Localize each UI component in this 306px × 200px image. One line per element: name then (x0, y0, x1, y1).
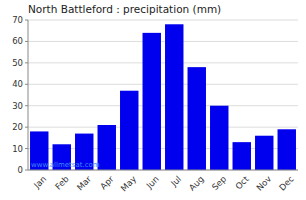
x-tick-label: Feb (53, 174, 71, 192)
y-tick-label: 40 (12, 79, 23, 89)
x-tick-label: Mar (75, 174, 94, 193)
bar (143, 33, 161, 170)
y-tick-label: 70 (12, 15, 23, 25)
chart-svg: 0 10 20 30 40 50 60 70 Jan FebMarAprMay Jun Jul AugS… (0, 0, 306, 200)
x-axis-line (28, 170, 298, 171)
grid-line (28, 127, 298, 128)
grid-line (28, 41, 298, 42)
x-axis: Jan FebMarAprMay Jun Jul AugSep OctNovDec (28, 170, 298, 193)
y-axis: 0 10 20 30 40 50 60 70 (12, 15, 28, 175)
bar (165, 24, 183, 170)
y-tick-label: 0 (18, 165, 23, 175)
grid-line (28, 20, 298, 21)
y-tick-label: 50 (12, 58, 23, 68)
y-tick-label: 30 (12, 101, 23, 111)
y-tick-label: 10 (12, 144, 23, 154)
x-tick-label: Oct (233, 173, 251, 191)
bar (278, 129, 296, 170)
grid-line (28, 170, 298, 171)
chart-container: 0 10 20 30 40 50 60 70 Jan FebMarAprMay Jun Jul AugS… (0, 0, 306, 200)
x-tick-label: Sep (210, 174, 228, 192)
page: {"chart_data": {"type": "bar", "title": … (0, 0, 306, 200)
bars (30, 24, 296, 170)
watermark: www.allmetsat.com (31, 161, 100, 169)
bar (120, 91, 138, 170)
chart-title: North Battleford : precipitation (mm) (28, 3, 221, 15)
bar (255, 136, 273, 170)
y-tick-label: 20 (12, 122, 23, 132)
x-tick-label: Jan (31, 174, 48, 191)
grid-line (28, 84, 298, 85)
grid-line (28, 105, 298, 106)
grid-line (28, 62, 298, 63)
x-tick-label: May (119, 174, 139, 194)
x-tick-label: Jul (168, 174, 183, 189)
bar (98, 125, 116, 170)
y-axis-line (28, 20, 29, 170)
x-tick-label: Nov (254, 174, 273, 193)
bar (210, 106, 228, 170)
x-tick-label: Apr (98, 174, 116, 192)
x-tick-label: Dec (277, 174, 296, 193)
bar (233, 142, 251, 170)
y-grid (28, 20, 298, 170)
x-tick-label: Aug (187, 174, 206, 193)
y-tick-label: 60 (12, 36, 23, 46)
x-tick-label: Jun (144, 174, 161, 191)
bar (188, 67, 206, 170)
